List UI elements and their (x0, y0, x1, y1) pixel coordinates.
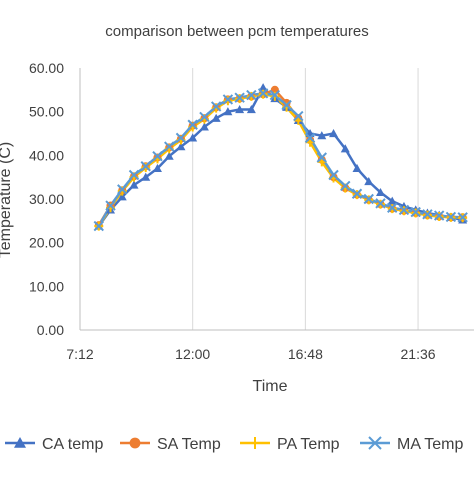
data-point (117, 184, 128, 195)
y-tick-label: 40.00 (29, 147, 64, 163)
data-point (152, 150, 163, 162)
y-tick-label: 30.00 (29, 191, 64, 207)
x-tick-label: 12:00 (175, 346, 210, 362)
data-point (422, 209, 433, 220)
data-point (375, 187, 385, 197)
legend-marker (249, 437, 261, 449)
data-point (187, 119, 198, 130)
y-axis-title: Temperature (C) (0, 142, 14, 258)
data-point (141, 172, 151, 181)
x-axis-title: Time (253, 378, 288, 395)
data-point (258, 83, 268, 92)
x-tick-label: 16:48 (288, 346, 323, 362)
data-point (340, 144, 350, 153)
series-markers (93, 83, 468, 232)
data-point (433, 210, 445, 221)
data-point (317, 131, 327, 140)
data-point (387, 202, 398, 213)
data-point (281, 99, 292, 111)
legend-label: MA Temp (397, 436, 464, 453)
data-point (410, 206, 421, 218)
data-point (457, 212, 468, 223)
data-point (257, 88, 269, 99)
data-point (316, 152, 328, 163)
data-point (129, 180, 139, 189)
data-point (210, 101, 222, 112)
data-point (234, 92, 245, 103)
y-tick-label: 20.00 (29, 235, 64, 251)
data-point (176, 142, 186, 151)
data-point (222, 94, 234, 105)
legend-marker (129, 437, 141, 449)
data-point (152, 163, 162, 173)
data-point (105, 200, 116, 211)
data-point (93, 220, 104, 232)
data-point (364, 177, 374, 186)
axes: 7:12 12:00 16:48 21:36 0.00 10.00 20.00 30.00 40… (29, 60, 474, 362)
y-tick-label: 0.00 (37, 322, 64, 338)
x-tick-label: 21:36 (401, 346, 436, 362)
data-point (351, 188, 363, 199)
legend-marker (368, 436, 382, 450)
data-point (140, 161, 151, 172)
data-point (375, 198, 386, 209)
legend-label: CA temp (42, 436, 103, 453)
data-point (445, 211, 457, 223)
data-point (352, 163, 362, 173)
data-point (304, 132, 316, 144)
data-point (188, 133, 198, 142)
data-point (211, 113, 221, 122)
data-point (199, 111, 210, 123)
data-point (199, 122, 209, 131)
data-point (293, 110, 304, 122)
data-point (223, 107, 233, 116)
data-point (329, 129, 339, 138)
y-tick-label: 10.00 (29, 278, 64, 294)
data-point (363, 193, 374, 205)
legend-marker (14, 437, 26, 448)
y-tick-label: 60.00 (29, 60, 64, 76)
data-point (269, 89, 281, 101)
data-point (175, 132, 187, 144)
data-point (328, 169, 339, 181)
data-point (246, 89, 257, 101)
data-point (340, 180, 351, 192)
data-point (117, 192, 127, 201)
data-point (235, 104, 245, 114)
data-point (246, 104, 256, 114)
data-point (164, 151, 174, 160)
data-point (128, 169, 140, 181)
legend: CA temp SA Temp PA Temp MA Temp (5, 436, 464, 453)
x-tick-label: 7:12 (66, 346, 93, 362)
y-tick-label: 50.00 (29, 104, 64, 120)
legend-label: PA Temp (277, 436, 340, 453)
data-point (164, 141, 175, 152)
chart-title: comparison between pcm temperatures (105, 23, 368, 40)
data-point (398, 204, 410, 216)
legend-label: SA Temp (157, 436, 221, 453)
data-point (387, 196, 397, 205)
